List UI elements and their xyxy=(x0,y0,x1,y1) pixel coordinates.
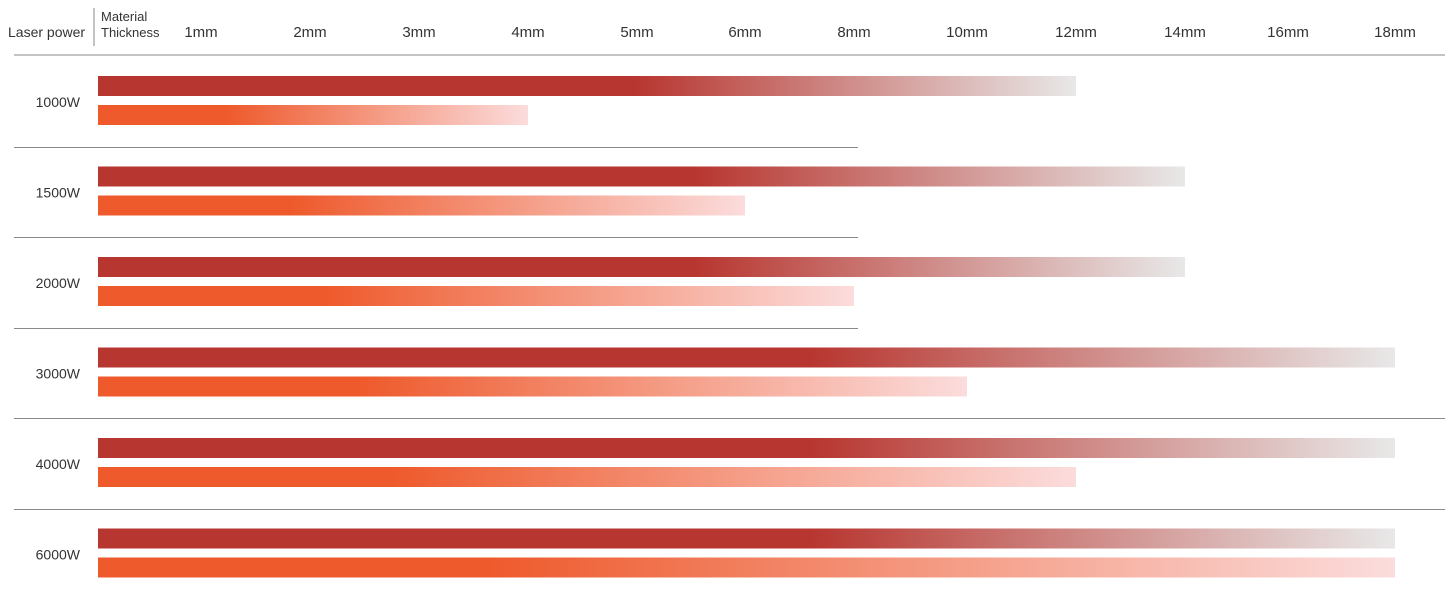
x-tick-6mm: 6mm xyxy=(728,24,761,41)
bar-series-1-6000w xyxy=(98,528,1395,549)
x-tick-14mm: 14mm xyxy=(1164,24,1206,41)
x-tick-10mm: 10mm xyxy=(946,24,988,41)
x-tick-2mm: 2mm xyxy=(293,24,326,41)
column-header-line-1: Material xyxy=(101,9,147,24)
power-rows: 1000W 1500W 2000W 3000W 4000W 6000W xyxy=(14,76,1445,578)
x-tick-12mm: 12mm xyxy=(1055,24,1097,41)
power-label-1000w: 1000W xyxy=(36,94,81,110)
bar-series-2-2000w xyxy=(98,286,854,306)
bar-series-2-4000w xyxy=(98,467,1076,487)
power-label-3000w: 3000W xyxy=(36,366,81,382)
x-tick-16mm: 16mm xyxy=(1267,24,1309,41)
bar-series-2-3000w xyxy=(98,376,967,397)
row-header-label: Laser power xyxy=(8,24,85,40)
bar-series-1-1000w xyxy=(98,76,1076,96)
power-label-6000w: 6000W xyxy=(36,547,81,563)
x-axis-tick-labels: 1mm 2mm 3mm 4mm 5mm 6mm 8mm 10mm 12mm 14mm 16mm 18m… xyxy=(184,24,1416,41)
bar-series-1-4000w xyxy=(98,438,1395,458)
x-tick-5mm: 5mm xyxy=(620,24,653,41)
column-header-line-2: Thickness xyxy=(101,25,160,40)
bar-series-2-1500w xyxy=(98,195,745,216)
bar-series-2-1000w xyxy=(98,105,528,125)
x-tick-18mm: 18mm xyxy=(1374,24,1416,41)
x-tick-4mm: 4mm xyxy=(511,24,544,41)
x-tick-8mm: 8mm xyxy=(837,24,870,41)
bar-series-1-2000w xyxy=(98,257,1185,277)
bar-series-1-3000w xyxy=(98,347,1395,368)
power-label-2000w: 2000W xyxy=(36,275,81,291)
power-label-1500w: 1500W xyxy=(36,185,81,201)
bar-series-1-1500w xyxy=(98,166,1185,187)
x-tick-1mm: 1mm xyxy=(184,24,217,41)
bar-series-2-6000w xyxy=(98,557,1395,578)
power-label-4000w: 4000W xyxy=(36,456,81,472)
x-tick-3mm: 3mm xyxy=(402,24,435,41)
